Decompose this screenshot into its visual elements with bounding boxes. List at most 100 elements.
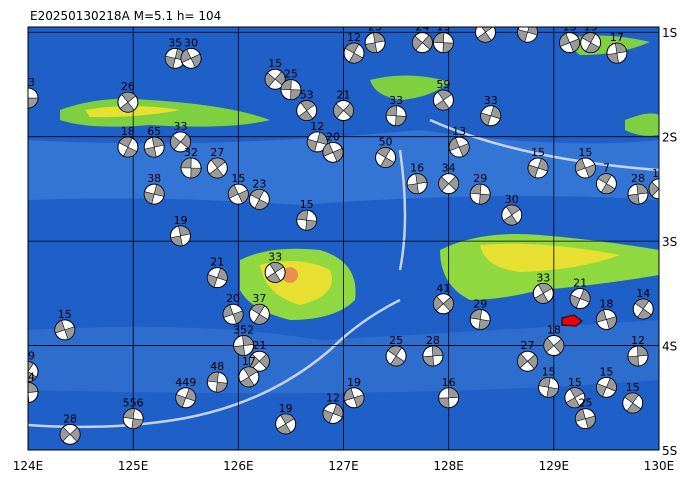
depth-label: 28: [63, 412, 77, 425]
depth-label: 15: [578, 146, 592, 159]
beachball: 33: [264, 250, 286, 283]
compression-quadrant: [538, 377, 559, 398]
compression-quadrant: [376, 147, 395, 168]
beachball: 15: [264, 57, 286, 90]
compression-quadrant: [434, 89, 453, 111]
compression-quadrant: [406, 173, 428, 194]
beachball: 556: [122, 397, 144, 430]
beachball: 20: [222, 292, 244, 325]
depth-label: 33: [268, 250, 282, 263]
depth-label: 33: [21, 76, 35, 89]
beachball: 35: [164, 36, 186, 69]
beachball: 19: [28, 350, 39, 383]
depth-label: 15: [300, 198, 314, 211]
compression-quadrant: [233, 335, 254, 356]
depth-label: 32: [184, 146, 198, 159]
beachball: 18: [595, 297, 617, 330]
depth-label: 14: [21, 371, 35, 384]
depth-label: 15: [599, 365, 613, 378]
depth-label: 15: [231, 172, 245, 185]
beachball: 65: [143, 125, 165, 158]
compression-quadrant: [239, 366, 258, 388]
beachball: 27: [517, 339, 539, 372]
compression-quadrant: [144, 136, 165, 158]
depth-label: 29: [473, 297, 487, 310]
compression-quadrant: [28, 382, 39, 403]
beachball: 33: [21, 76, 39, 109]
depth-label: 65: [147, 125, 161, 138]
compression-quadrant: [469, 183, 491, 205]
depth-label: 12: [310, 120, 324, 133]
beachball: 12: [343, 31, 365, 64]
highland: [282, 267, 298, 283]
beachball: 25: [574, 397, 596, 430]
beachball: 38: [143, 172, 165, 205]
depth-label: 50: [379, 136, 393, 149]
beachball: 13: [448, 125, 470, 158]
depth-label: 21: [478, 10, 492, 23]
beachball: 28: [59, 412, 81, 445]
island: [625, 113, 659, 136]
x-tick-label: 124E: [13, 459, 44, 473]
depth-label: 29: [473, 172, 487, 185]
compression-quadrant: [207, 371, 228, 393]
depth-label: 35: [168, 36, 182, 49]
depth-label: 23: [368, 21, 382, 34]
depth-label: 33: [173, 120, 187, 133]
beachball: 15: [54, 308, 76, 341]
compression-quadrant: [596, 309, 617, 330]
compression-quadrant: [606, 42, 628, 64]
depth-label: 12: [631, 334, 645, 347]
beachball: 17: [606, 31, 628, 64]
depth-label: 25: [284, 68, 298, 81]
depth-label: 18: [121, 125, 135, 138]
depth-label: 17: [610, 31, 624, 44]
beachball: 15: [574, 146, 596, 179]
compression-quadrant: [228, 184, 249, 204]
beachball: 7: [595, 162, 617, 195]
tick-labels: 124E 125E 126E 127E 128E 129E 130E 1S 2S 3S 4S 5S: [13, 26, 678, 473]
compression-quadrant: [175, 387, 197, 408]
depth-label: 33: [536, 271, 550, 284]
compression-quadrant: [280, 79, 302, 100]
compression-quadrant: [517, 353, 538, 370]
beachball: 20: [322, 130, 344, 163]
compression-quadrant: [569, 288, 591, 309]
beachball: 12: [627, 334, 649, 367]
depth-label: 352: [233, 324, 254, 337]
compression-quadrant: [438, 387, 459, 409]
beachball: 12: [322, 391, 344, 424]
beachball: 33: [169, 120, 191, 153]
event-marker: [561, 314, 583, 327]
depth-label: 15: [268, 57, 282, 70]
beachball: 19: [343, 376, 365, 409]
x-tick-label: 127E: [328, 459, 359, 473]
beachball: 15: [538, 365, 560, 398]
beachball: 48: [206, 360, 228, 393]
beachball: 33: [532, 271, 554, 304]
compression-quadrant: [222, 304, 244, 325]
depth-label: 18: [599, 297, 613, 310]
compression-quadrant: [634, 298, 652, 320]
compression-quadrant: [438, 175, 459, 192]
depth-label: 16: [442, 376, 456, 389]
x-tick-label: 126E: [223, 459, 254, 473]
compression-quadrant: [627, 183, 649, 205]
depth-label: 556: [123, 397, 144, 410]
frame: [27, 26, 660, 451]
depth-label: 53: [300, 89, 314, 102]
depth-label: 12: [326, 391, 340, 404]
beachball: 25: [280, 68, 302, 101]
depth-label: 18: [547, 324, 561, 337]
compression-quadrant: [543, 337, 565, 354]
compression-quadrant: [344, 42, 364, 64]
depth-label: 16: [410, 162, 424, 175]
x-tick-label: 125E: [118, 459, 149, 473]
depth-label: 21: [210, 256, 224, 269]
beachball: 17: [238, 355, 260, 388]
y-tick-label: 1S: [662, 26, 677, 40]
compression-quadrant: [469, 309, 491, 330]
beachball: 12: [517, 27, 539, 43]
